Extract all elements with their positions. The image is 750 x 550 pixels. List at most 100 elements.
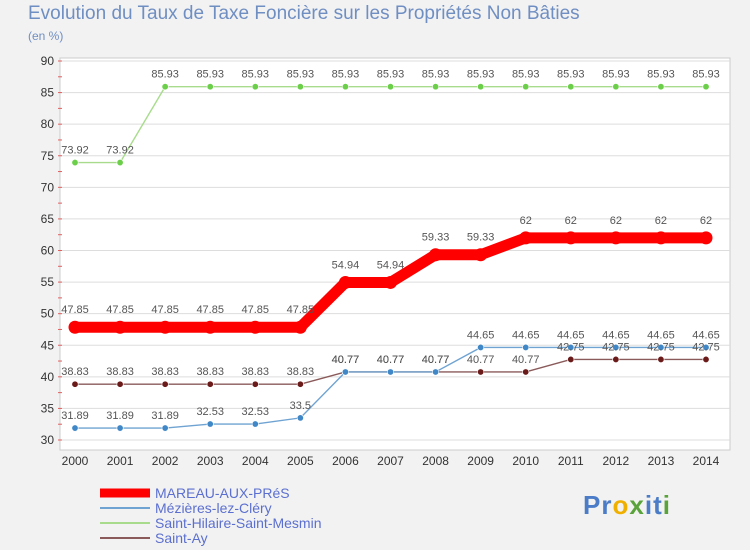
data-point [612,355,620,363]
data-point [702,355,710,363]
data-point [474,248,488,262]
data-point [564,231,578,245]
data-label: 62 [655,215,667,227]
data-point [116,159,124,167]
legend-label: Saint-Ay [155,530,208,546]
data-label: 31.89 [61,410,89,422]
y-tick-label: 40 [41,370,55,384]
data-point [116,380,124,388]
chart-title: Evolution du Taux de Taxe Foncière sur l… [28,3,580,24]
data-label: 33.5 [290,400,311,412]
data-point [384,275,397,289]
data-point [296,83,304,91]
data-label: 73.92 [61,145,89,157]
data-label: 38.83 [151,366,179,378]
data-point [522,368,530,376]
data-label: 44.65 [467,329,495,341]
data-label: 62 [700,215,712,227]
data-point [68,320,82,334]
data-label: 40.77 [422,354,450,366]
data-point [432,83,440,91]
x-tick-label: 2002 [152,454,179,468]
data-point [612,343,620,351]
plot-area [59,57,731,451]
data-label: 62 [610,215,622,227]
data-point [248,320,262,334]
data-point [206,83,214,91]
data-label: 85.93 [151,69,179,81]
y-tick-label: 35 [41,401,55,415]
data-label: 85.93 [602,69,630,81]
data-point [702,83,710,91]
data-point [477,368,485,376]
data-point [657,355,665,363]
data-point [654,231,668,245]
data-point [341,83,349,91]
data-point [251,380,259,388]
data-label: 54.94 [332,259,360,271]
data-label: 42.75 [647,341,675,353]
data-point [657,343,665,351]
legend-label: Saint-Hilaire-Saint-Mesmin [155,515,322,531]
x-tick-label: 2000 [62,454,89,468]
data-point [567,83,575,91]
data-point [699,231,713,245]
data-label: 42.75 [692,341,720,353]
x-tick-label: 2001 [107,454,134,468]
x-tick-label: 2007 [377,454,404,468]
data-labels: 47.85 47.85 47.85 47.85 47.85 47.85 54.94 54.94… [61,69,720,422]
data-label: 38.83 [61,366,89,378]
data-label: 85.93 [422,69,450,81]
data-point [161,83,169,91]
x-tick-label: 2010 [512,454,539,468]
y-tick-label: 70 [41,180,55,194]
data-label: 62 [565,215,577,227]
data-label: 31.89 [106,410,134,422]
data-point [341,368,349,376]
data-label: 44.65 [512,329,540,341]
data-label: 59.33 [422,232,450,244]
data-label: 40.77 [377,354,405,366]
y-tick-label: 90 [41,54,55,68]
data-label: 42.75 [602,341,630,353]
data-point [429,248,443,262]
data-point [432,368,440,376]
axes: 30 35 40 45 50 55 60 65 70 75 80 85 90 2000 2001 2002 20… [41,54,720,468]
data-point [477,83,485,91]
legend-label: Mézières-lez-Cléry [155,500,272,516]
y-tick-label: 85 [41,86,55,100]
data-label: 85.93 [332,69,360,81]
y-tick-label: 45 [41,338,55,352]
y-tick-label: 75 [41,149,55,163]
data-point [206,380,214,388]
data-point [386,368,394,376]
data-label: 31.89 [151,410,179,422]
data-label: 38.83 [287,366,315,378]
data-label: 40.77 [512,354,540,366]
y-axis-unit-label: (en %) [28,29,64,43]
data-label: 62 [520,215,532,227]
data-label: 44.65 [602,329,630,341]
data-point [519,231,533,245]
data-label: 47.85 [287,304,315,316]
x-tick-label: 2004 [242,454,269,468]
legend-label: MAREAU-AUX-PRéS [155,485,290,501]
y-tick-label: 60 [41,244,55,258]
data-label: 85.93 [467,69,495,81]
x-tick-label: 2012 [603,454,630,468]
data-point [612,83,620,91]
data-label: 85.93 [287,69,315,81]
data-label: 44.65 [557,329,585,341]
data-point [251,83,259,91]
data-label: 54.94 [377,259,405,271]
x-tick-label: 2011 [558,454,584,468]
data-label: 47.85 [151,304,179,316]
data-label: 38.83 [196,366,224,378]
data-point [113,320,127,334]
data-label: 73.92 [106,145,134,157]
series-layer [68,83,713,432]
data-point [116,424,124,432]
data-label: 47.85 [61,304,89,316]
y-tick-label: 65 [41,212,55,226]
data-label: 38.83 [242,366,270,378]
